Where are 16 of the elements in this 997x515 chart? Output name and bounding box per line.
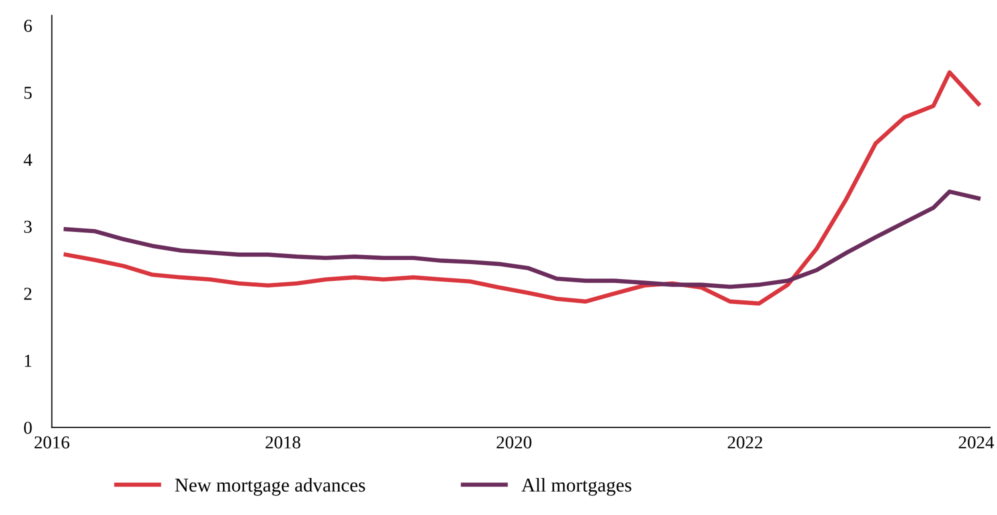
y-tick-label: 0	[24, 422, 32, 434]
line-series	[64, 70, 981, 306]
y-tick-label: 2	[24, 288, 32, 300]
y-tick-label: 3	[24, 220, 32, 233]
y-tick-label: 4	[24, 154, 32, 166]
x-tick-label: 2016	[34, 436, 70, 448]
y-tick-label: 5	[24, 86, 32, 99]
x-tick-label: 2020	[496, 436, 532, 448]
x-tick-label: 2018	[266, 436, 300, 448]
y-tick-label: 6	[24, 20, 32, 32]
x-tick-label: 2022	[728, 436, 762, 448]
line-series	[64, 190, 981, 289]
x-tick-label: 2024	[958, 436, 994, 448]
legend-label: New mortgage advances	[175, 478, 366, 496]
legend-label: All mortgages	[521, 478, 632, 496]
y-tick-label: 1	[24, 354, 32, 367]
